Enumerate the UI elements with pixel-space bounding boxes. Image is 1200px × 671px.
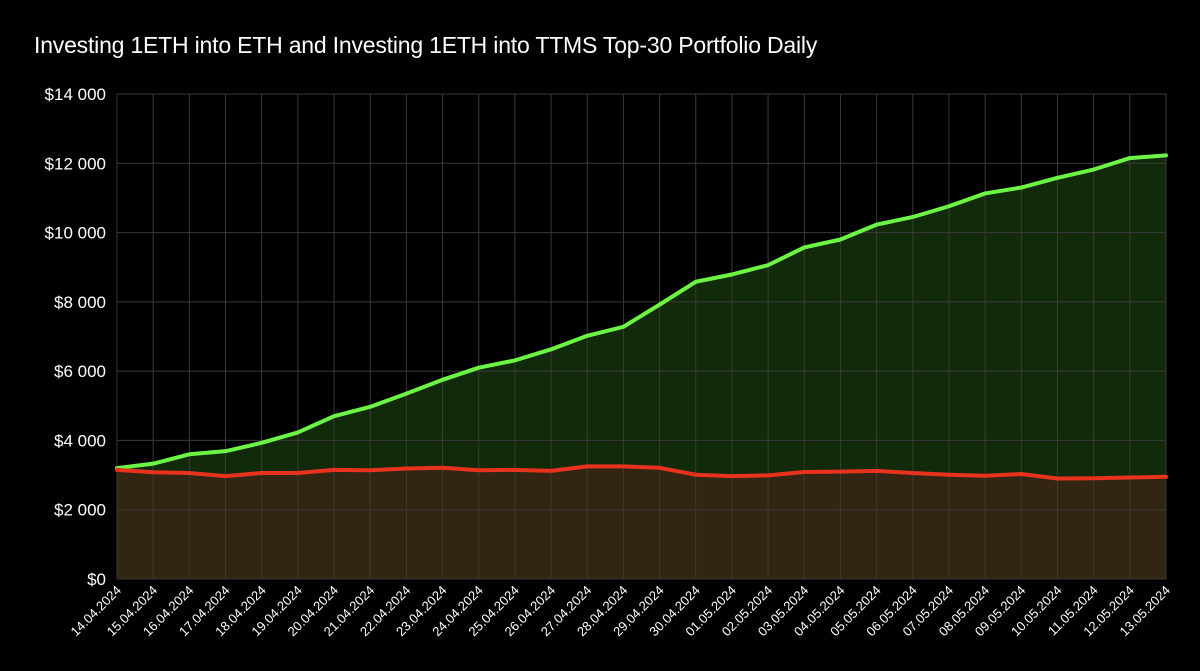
grid-lines [116, 93, 1167, 580]
x-axis-ticks: 14.04.202415.04.202416.04.202417.04.2024… [67, 583, 1173, 640]
y-tick-label: $2 000 [54, 501, 106, 520]
y-tick-label: $0 [87, 570, 106, 589]
y-tick-label: $6 000 [54, 362, 106, 381]
area-fill-series-1 [117, 466, 1166, 579]
series-lines [115, 153, 1168, 481]
y-tick-label: $12 000 [45, 154, 106, 173]
y-tick-label: $4 000 [54, 431, 106, 450]
y-axis-ticks: $0 $2 000 $4 000 $6 000 $8 000 $10 000 $12 000… [45, 85, 106, 589]
y-tick-label: $10 000 [45, 224, 106, 243]
series-line-1 [115, 464, 1168, 481]
series-line-0 [115, 153, 1168, 471]
y-tick-label: $14 000 [45, 85, 106, 104]
chart-title: Investing 1ETH into ETH and Investing 1E… [34, 32, 818, 58]
area-fills [117, 155, 1166, 579]
y-tick-label: $8 000 [54, 293, 106, 312]
